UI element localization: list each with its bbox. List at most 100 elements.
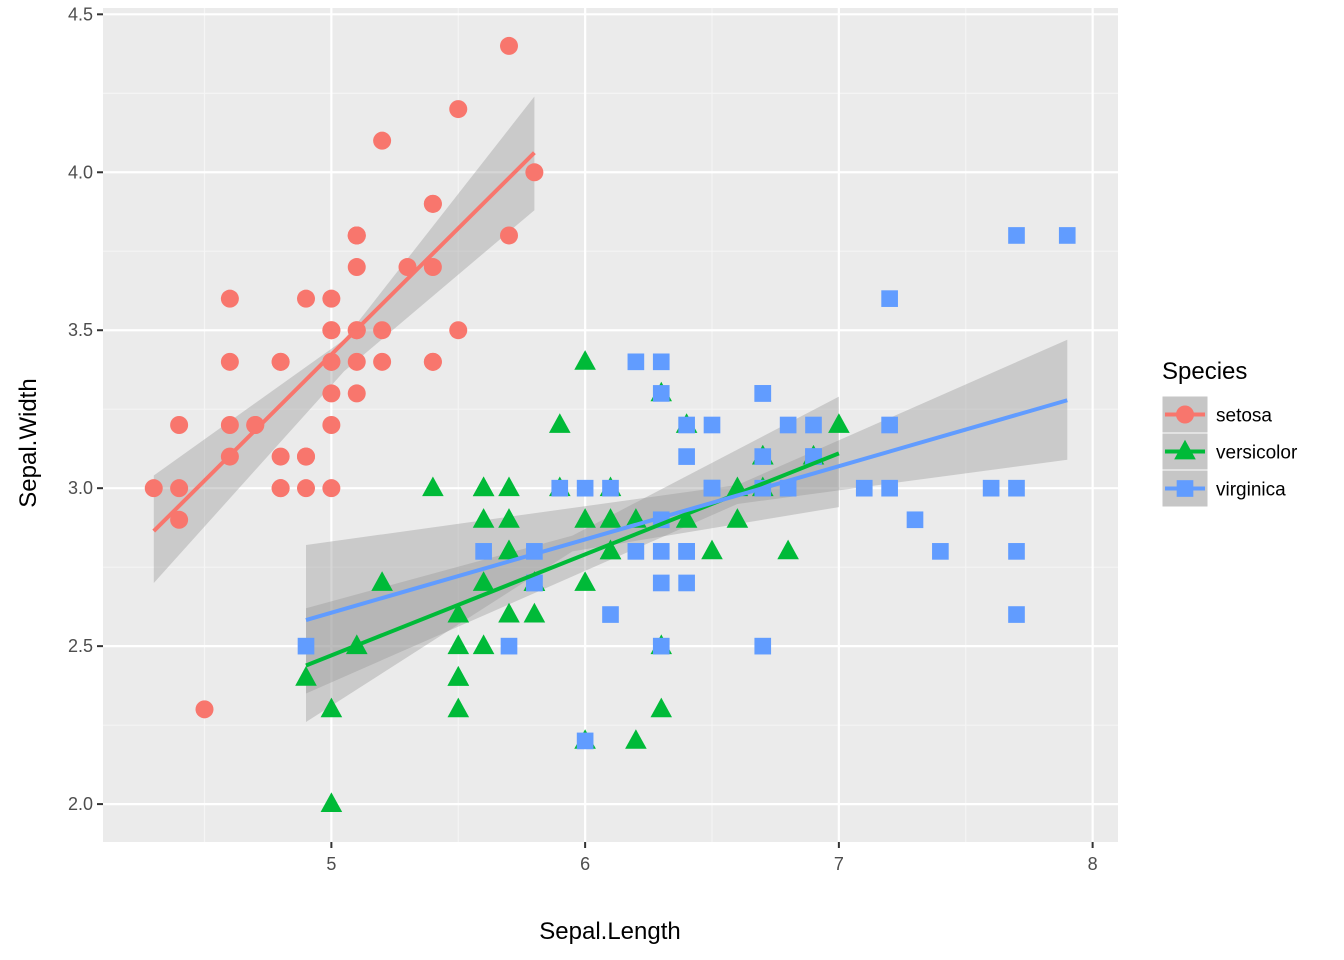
versicolor-point: [574, 571, 596, 591]
setosa-point: [170, 510, 189, 529]
setosa-point: [297, 289, 315, 308]
virginica-point: [754, 385, 772, 402]
panel-background: [103, 8, 1118, 842]
y-axis-title: Sepal.Width: [15, 378, 42, 507]
setosa-point: [220, 352, 239, 371]
setosa-point: [347, 384, 366, 403]
x-tick-label: 5: [326, 854, 336, 874]
versicolor-point: [777, 539, 799, 560]
virginica-point: [678, 416, 695, 434]
setosa-point: [373, 321, 392, 340]
setosa-point: [271, 447, 290, 466]
versicolor-point: [472, 571, 495, 591]
virginica-point: [652, 385, 670, 402]
setosa-point: [500, 36, 518, 55]
virginica-point: [475, 543, 492, 560]
x-tick-label: 6: [580, 854, 590, 874]
versicolor-point: [574, 508, 596, 528]
versicolor-regression-line: [305, 451, 840, 668]
virginica-point: [805, 416, 822, 434]
legend-key-square-icon: [1176, 480, 1194, 497]
legend-item-virginica: virginica: [1161, 469, 1286, 508]
virginica-point: [906, 511, 924, 529]
setosa-point: [297, 447, 315, 466]
versicolor-point: [320, 792, 343, 812]
setosa-point: [322, 289, 341, 308]
setosa-point: [423, 194, 442, 213]
setosa-point: [220, 289, 239, 308]
setosa-point: [423, 258, 442, 277]
x-tick-label: 8: [1088, 854, 1098, 874]
virginica-point: [551, 479, 569, 497]
virginica-point: [754, 448, 772, 465]
virginica-point: [881, 290, 898, 307]
versicolor-point: [447, 602, 470, 623]
versicolor-point: [498, 539, 520, 560]
virginica-point: [678, 574, 695, 592]
legend-label: setosa: [1216, 406, 1272, 427]
x-tick-label: 7: [834, 854, 844, 874]
setosa-point: [220, 416, 239, 434]
setosa-point: [195, 700, 214, 719]
virginica-point: [982, 479, 1000, 497]
y-tick-label: 4.5: [68, 4, 93, 24]
y-tick-label: 2.5: [68, 636, 93, 656]
versicolor-point: [295, 666, 317, 686]
setosa-point: [271, 479, 290, 498]
virginica-point: [576, 732, 594, 750]
setosa-point: [423, 352, 442, 371]
setosa-point: [271, 352, 290, 371]
virginica-point: [652, 637, 670, 655]
versicolor-point: [549, 413, 571, 433]
setosa-point: [449, 321, 468, 340]
virginica-point: [1008, 479, 1025, 497]
versicolor-point: [599, 539, 622, 560]
versicolor-point: [828, 413, 850, 433]
setosa-point: [170, 479, 189, 498]
virginica-point: [627, 543, 645, 560]
legend-title: Species: [1162, 358, 1247, 385]
versicolor-point: [472, 476, 495, 497]
virginica-point: [526, 574, 543, 592]
setosa-point: [144, 479, 163, 498]
versicolor-point: [574, 350, 596, 370]
virginica-point: [576, 479, 594, 497]
versicolor-point: [320, 697, 343, 718]
virginica-point: [703, 479, 721, 497]
virginica-point: [627, 353, 645, 371]
setosa-point: [347, 352, 366, 371]
virginica-point: [652, 574, 670, 592]
setosa-point: [500, 226, 518, 245]
x-axis-title: Sepal.Length: [539, 918, 680, 945]
versicolor-point: [726, 508, 749, 528]
data-points: [144, 36, 1076, 812]
versicolor-point: [371, 571, 393, 591]
versicolor-point: [701, 539, 723, 560]
virginica-point: [1008, 543, 1025, 560]
versicolor-point: [472, 634, 495, 655]
setosa-regression-line: [152, 151, 536, 533]
legend-item-setosa: setosa: [1161, 395, 1272, 434]
y-tick-label: 3.0: [68, 478, 93, 498]
versicolor-point: [422, 476, 444, 497]
virginica-point: [855, 479, 873, 497]
regression-lines: [152, 151, 1068, 668]
legend-item-versicolor: versicolor: [1161, 432, 1298, 471]
setosa-point: [322, 384, 341, 403]
setosa-point: [347, 258, 366, 277]
setosa-point: [347, 226, 366, 245]
virginica-point: [779, 416, 797, 434]
versicolor-point: [675, 508, 698, 528]
legend-label: virginica: [1216, 480, 1286, 501]
virginica-point: [703, 416, 721, 434]
versicolor-point: [625, 729, 647, 749]
versicolor-confidence-band: [306, 396, 839, 722]
y-tick-label: 3.5: [68, 320, 93, 340]
versicolor-point: [523, 602, 546, 623]
setosa-point: [373, 131, 392, 150]
virginica-regression-line: [305, 398, 1068, 622]
x-axis: 5 6 7 8: [326, 842, 1098, 874]
virginica-point: [881, 416, 898, 434]
y-tick-label: 4.0: [68, 162, 93, 182]
virginica-point: [602, 606, 619, 623]
